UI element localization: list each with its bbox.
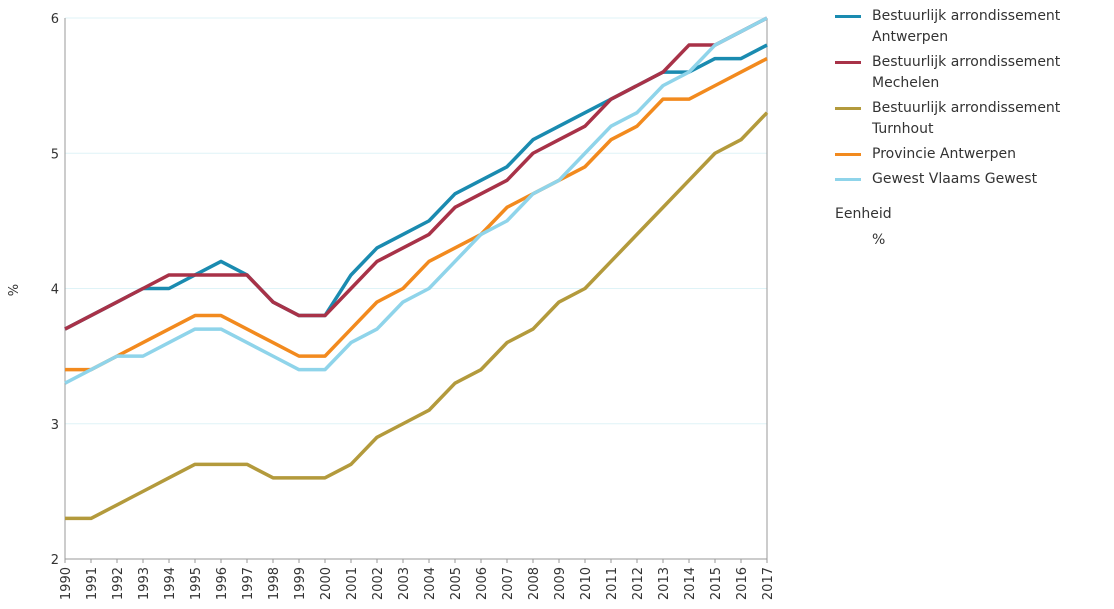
x-tick-label: 2000 (319, 567, 334, 600)
y-tick-label: 6 (51, 12, 59, 27)
x-tick-label: 2012 (631, 567, 646, 600)
x-tick-label: 1996 (215, 567, 230, 600)
x-tick-label: 1999 (293, 567, 308, 600)
x-tick-label: 2014 (683, 567, 698, 600)
x-tick-label: 1992 (111, 567, 126, 600)
x-tick-label: 2003 (397, 567, 412, 600)
legend-item[interactable]: Gewest Vlaams Gewest (835, 169, 1075, 190)
y-tick-label: 4 (51, 283, 59, 298)
x-tick-label: 2005 (449, 567, 464, 600)
x-tick-label: 2009 (553, 567, 568, 600)
legend-item[interactable]: Bestuurlijk arrondissement Turnhout (835, 98, 1075, 140)
legend-item[interactable]: Provincie Antwerpen (835, 144, 1075, 165)
legend-title: Eenheid (835, 206, 892, 222)
x-tick-label: 1991 (85, 567, 100, 600)
y-tick-label: 3 (51, 418, 59, 433)
x-tick-label: 2010 (579, 567, 594, 600)
x-tick-label: 2011 (605, 567, 620, 600)
legend-item[interactable]: Bestuurlijk arrondissement Antwerpen (835, 6, 1075, 48)
x-tick-label: 1993 (137, 567, 152, 600)
legend-label: Bestuurlijk arrondissement Turnhout (872, 100, 1061, 137)
x-tick-label: 2001 (345, 567, 360, 600)
series-line (64, 16, 768, 331)
x-tick-label: 2008 (527, 567, 542, 600)
legend-item[interactable]: Bestuurlijk arrondissement Mechelen (835, 52, 1075, 94)
legend-label: Bestuurlijk arrondissement Antwerpen (872, 8, 1061, 45)
x-tick-label: 2004 (423, 567, 438, 600)
series-line (65, 57, 768, 372)
legend-swatch (835, 61, 861, 64)
y-tick-label: 5 (51, 147, 59, 162)
x-tick-label: 1994 (163, 567, 178, 600)
x-tick-label: 2013 (657, 567, 672, 600)
x-tick-label: 2006 (475, 567, 490, 600)
legend: Bestuurlijk arrondissement Antwerpen Best… (835, 6, 1075, 248)
legend-unit: % (872, 232, 886, 248)
y-axis-label: % (7, 284, 22, 296)
legend-items: Bestuurlijk arrondissement Antwerpen Best… (835, 6, 1075, 190)
series-line (65, 111, 769, 521)
y-tick-label: 2 (51, 553, 59, 568)
legend-swatch (835, 153, 861, 156)
x-tick-label: 2002 (371, 567, 386, 600)
x-tick-label: 2007 (501, 567, 516, 600)
x-tick-label: 1997 (241, 567, 256, 600)
legend-label: Provincie Antwerpen (872, 146, 1017, 162)
x-tick-label: 2017 (761, 567, 776, 600)
x-tick-label: 2015 (709, 567, 724, 600)
legend-label: Bestuurlijk arrondissement Mechelen (872, 54, 1061, 91)
x-tick-label: 1998 (267, 567, 282, 600)
legend-swatch (835, 178, 861, 181)
x-tick-label: 2016 (735, 567, 750, 600)
legend-swatch (835, 107, 861, 110)
x-tick-label: 1995 (189, 567, 204, 600)
plot-frame (64, 18, 768, 560)
legend-swatch (835, 15, 861, 18)
legend-label: Gewest Vlaams Gewest (872, 171, 1038, 187)
x-tick-label: 1990 (59, 567, 74, 600)
series-line (64, 16, 768, 385)
